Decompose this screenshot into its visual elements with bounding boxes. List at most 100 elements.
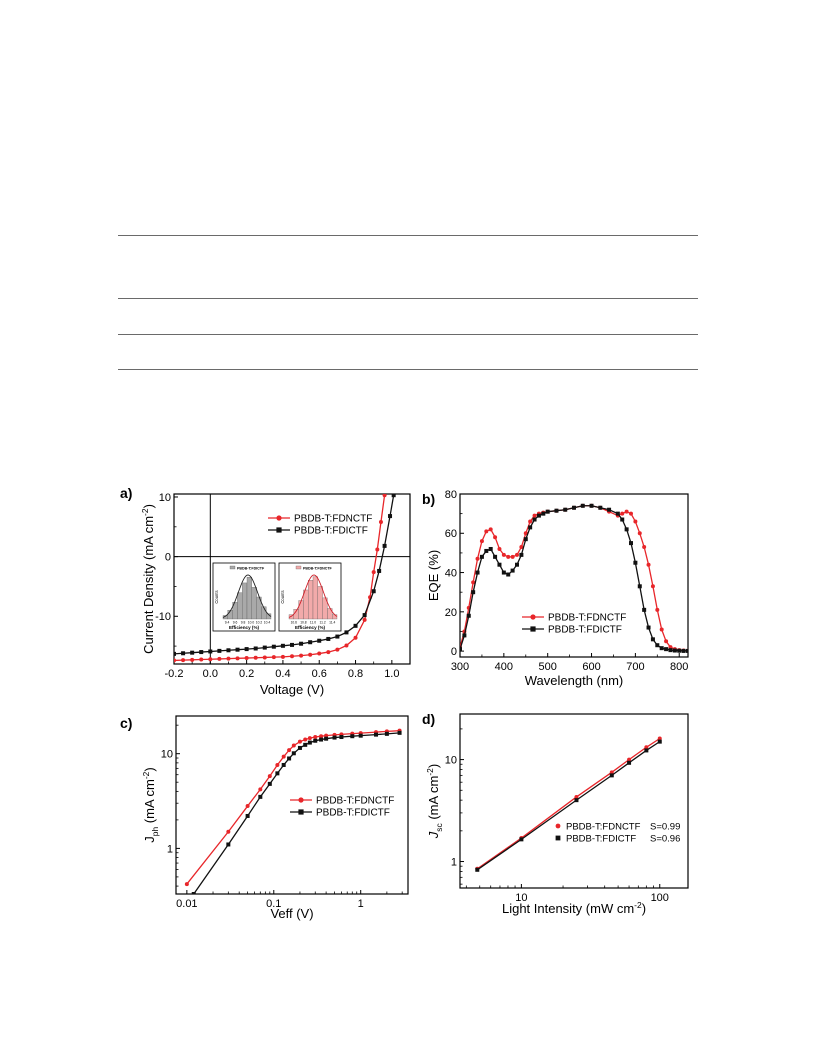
data-point	[382, 543, 387, 548]
data-point	[344, 630, 349, 635]
data-point	[382, 494, 387, 498]
data-point	[644, 745, 649, 750]
y-tick-label: 0	[165, 552, 171, 564]
y-tick-label: 80	[445, 489, 457, 501]
x-axis-label: Voltage (V)	[260, 682, 324, 697]
data-point	[650, 584, 655, 589]
data-point	[199, 657, 204, 662]
x-tick-label: 600	[582, 661, 600, 673]
inset-tick-label: 10.6	[291, 621, 298, 625]
data-point	[519, 545, 524, 550]
inset-tick-label: 10.2	[256, 621, 263, 625]
data-point	[528, 519, 533, 524]
data-point	[258, 794, 263, 799]
series-1	[460, 503, 688, 653]
data-point	[475, 556, 480, 561]
y-tick-label: 60	[445, 528, 457, 540]
data-point	[262, 645, 267, 650]
data-point	[326, 636, 331, 641]
legend-label: PBDB-T:FDICTF	[316, 808, 390, 819]
data-point	[335, 634, 340, 639]
data-point	[515, 562, 519, 567]
inset-y-label: Counts	[214, 590, 219, 603]
data-point	[280, 654, 285, 659]
data-point	[184, 882, 189, 887]
data-point	[580, 503, 585, 508]
series-line	[186, 730, 400, 885]
data-point	[664, 639, 669, 644]
data-point	[326, 650, 331, 655]
inset-tick-label: 11.4	[329, 621, 335, 625]
data-point	[297, 745, 302, 750]
data-point	[397, 730, 402, 735]
data-point	[650, 637, 655, 642]
x-tick-label: 10	[515, 892, 527, 904]
series-line	[476, 737, 661, 870]
data-point	[475, 570, 480, 575]
legend-label: PBDB-T:FDICTF	[548, 625, 622, 636]
legend-label: PBDB-T:FDNCTF	[316, 796, 394, 807]
x-tick-label: 700	[626, 661, 644, 673]
data-point	[384, 731, 389, 736]
data-point	[657, 739, 662, 744]
efficiency-histogram-inset: PBDB-T:FDICTF 9.4 9.6 9.8 10.0 10.2 10.4 Effici…	[212, 562, 276, 632]
data-point	[510, 554, 515, 559]
inset-legend-label: PBDB-T:FDICTF	[237, 567, 265, 571]
data-point	[353, 635, 358, 640]
data-point	[287, 756, 292, 761]
data-point	[659, 627, 664, 632]
panel-label: a)	[120, 485, 132, 501]
data-point	[307, 736, 312, 741]
data-point	[501, 552, 506, 557]
x-tick-label: 0.4	[275, 668, 290, 680]
plot-frame	[459, 493, 689, 658]
data-point	[299, 641, 304, 646]
legend-marker	[276, 527, 282, 533]
data-point	[519, 552, 524, 557]
data-point	[572, 505, 576, 510]
data-point	[624, 509, 629, 514]
legend-marker	[276, 515, 282, 521]
efficiency-histogram-inset: PBDB-T:FDNCTF 10.6 10.8 11.0 11.2 11.4Efficie…	[278, 562, 342, 632]
data-point	[532, 513, 537, 518]
legend-label: PBDB-T:FDNCTF	[566, 822, 641, 833]
plot-frame	[459, 713, 689, 889]
table-bottom-rule	[118, 369, 698, 370]
data-point	[488, 546, 493, 551]
legend-marker	[530, 614, 536, 620]
data-point	[245, 804, 250, 809]
histogram-bar	[298, 600, 304, 620]
data-point	[358, 733, 363, 738]
data-point	[659, 646, 664, 651]
figure-panel-a: -0.2 0.0 0.2 0.4 0.6 0.8 1.0 -10 0 10 a) Voltage (V…	[118, 482, 418, 700]
data-point	[633, 560, 638, 565]
data-point	[339, 735, 344, 740]
y-tick-label: 1	[167, 843, 173, 855]
data-point	[275, 771, 280, 776]
jsc-intensity-chart: 10 100 1 10 d) Light Intensity (mW cm-2) Jsc (…	[422, 711, 689, 916]
inset-x-label: Efficiency (%)	[295, 625, 326, 630]
jv-chart: -0.2 0.0 0.2 0.4 0.6 0.8 1.0 -10 0 10 a) Voltage (V…	[120, 485, 411, 697]
data-point	[471, 590, 476, 595]
jph-veff-chart: 0.01 0.1 1 1 10 c) Veff (V) Jph (mA cm-2) PBDB-T…	[120, 715, 409, 921]
data-point	[253, 646, 258, 651]
y-tick-label: -10	[155, 611, 171, 623]
data-point	[633, 519, 638, 524]
data-point	[181, 658, 186, 663]
data-point	[174, 658, 176, 663]
x-axis-label: Light Intensity (mW cm-2)	[502, 900, 646, 916]
data-point	[319, 734, 324, 739]
inset-legend-swatch	[295, 565, 302, 570]
data-point	[319, 737, 324, 742]
data-point	[497, 546, 502, 551]
gaussian-fit-curve	[288, 574, 338, 618]
data-point	[668, 648, 673, 653]
data-point	[627, 760, 632, 765]
data-point	[655, 607, 660, 612]
data-point	[523, 531, 528, 536]
panel-label: b)	[422, 491, 435, 507]
data-point	[287, 748, 292, 753]
data-point	[609, 773, 614, 778]
data-point	[475, 867, 480, 872]
inset-tick-label: 10.8	[300, 621, 307, 625]
